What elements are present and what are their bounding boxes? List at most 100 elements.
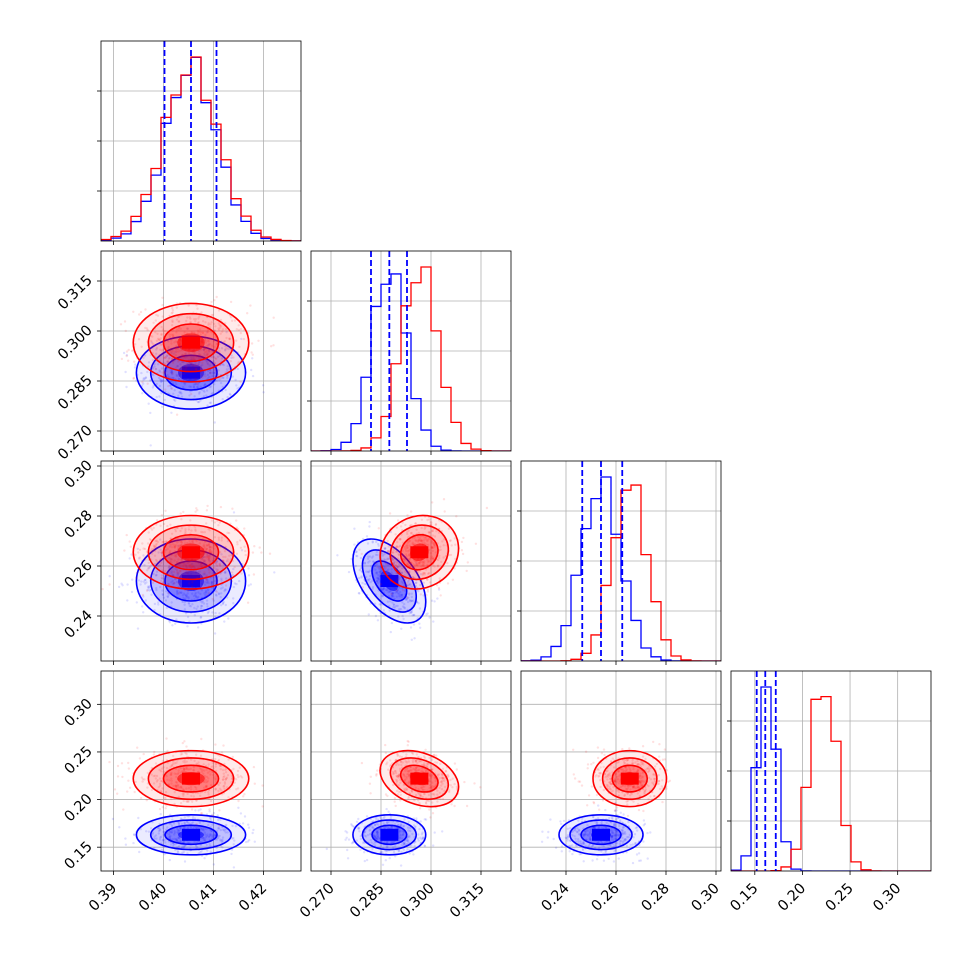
scatter-point (232, 567, 235, 571)
scatter-point (381, 554, 385, 557)
scatter-point (146, 542, 150, 545)
scatter-point (357, 817, 360, 821)
scatter-point (116, 792, 119, 795)
scatter-point (192, 331, 196, 334)
scatter-point (218, 592, 221, 596)
scatter-point (398, 565, 401, 568)
scatter-point (181, 353, 184, 357)
scatter-point (195, 304, 198, 307)
scatter-point (171, 320, 174, 324)
scatter-point (160, 332, 163, 336)
scatter-point (388, 609, 391, 612)
scatter-point (228, 554, 231, 557)
scatter-point (144, 558, 147, 561)
scatter-point (198, 328, 202, 331)
scatter-point (377, 527, 380, 530)
scatter-point (217, 538, 221, 541)
scatter-point (178, 391, 181, 394)
scatter-point (208, 552, 211, 555)
scatter-point (385, 807, 388, 811)
scatter-point (213, 566, 216, 570)
scatter-point (207, 588, 210, 591)
scatter-point (200, 604, 204, 608)
scatter-point (209, 385, 213, 388)
scatter-point (430, 599, 434, 602)
scatter-point (250, 368, 253, 372)
scatter-point (144, 599, 147, 602)
scatter-point (155, 346, 159, 350)
scatter-point (155, 588, 158, 592)
scatter-point (251, 831, 254, 835)
scatter-point (578, 853, 581, 856)
scatter-point (160, 378, 163, 381)
scatter-point (363, 851, 366, 854)
scatter-point (377, 565, 380, 569)
scatter-point (171, 333, 175, 336)
scatter-point (138, 850, 141, 854)
scatter-point (224, 349, 227, 352)
scatter-point (135, 576, 138, 580)
scatter-point (595, 858, 599, 861)
scatter-point (159, 378, 162, 381)
scatter-point (207, 344, 210, 347)
scatter-point (197, 595, 200, 599)
scatter-point (174, 551, 177, 555)
scatter-point (203, 571, 206, 574)
scatter-point (377, 578, 380, 581)
scatter-point (194, 529, 197, 532)
scatter-point (185, 595, 188, 599)
scatter-point (156, 332, 159, 335)
scatter-point (215, 560, 219, 563)
scatter-point (359, 848, 362, 851)
scatter-point (170, 312, 173, 315)
scatter-point (392, 592, 395, 595)
scatter-point (187, 596, 190, 599)
scatter-point (143, 582, 147, 585)
scatter-point (423, 541, 426, 544)
scatter-point (188, 582, 191, 585)
scatter-point (429, 816, 432, 819)
scatter-point (222, 547, 226, 550)
scatter-point (208, 545, 212, 549)
panel-frame (310, 250, 512, 452)
scatter-point (426, 558, 429, 562)
scatter-point (158, 564, 161, 567)
scatter-point (197, 560, 200, 564)
scatter-point (167, 591, 170, 595)
scatter-point (175, 331, 178, 334)
x-tick-label: 0.39 (86, 881, 120, 915)
scatter-point (173, 546, 176, 549)
scatter-point (199, 331, 202, 334)
scatter-point (380, 588, 384, 591)
scatter-point (154, 574, 158, 577)
scatter-point (164, 807, 167, 810)
scatter-point (250, 342, 254, 345)
scatter-point (408, 582, 411, 585)
scatter-point (161, 328, 165, 331)
scatter-point (224, 588, 227, 591)
scatter-point (406, 596, 409, 599)
scatter-point (179, 529, 182, 533)
scatter-point (170, 370, 174, 373)
scatter-point (436, 597, 439, 600)
y-tick-label: 0.24 (62, 608, 96, 642)
scatter-point (202, 331, 205, 335)
scatter-point (210, 321, 213, 324)
scatter-point (361, 586, 364, 589)
scatter-point (238, 579, 241, 583)
scatter-point (202, 560, 206, 563)
scatter-point (119, 323, 123, 326)
scatter-point (190, 362, 193, 365)
scatter-point (217, 536, 220, 539)
scatter-point (418, 807, 422, 810)
scatter-point (194, 528, 197, 531)
scatter-point (171, 309, 175, 312)
scatter-point (217, 592, 220, 595)
scatter-point (381, 595, 384, 598)
scatter-point (409, 610, 413, 613)
scatter-point (207, 554, 211, 558)
density-peak-1 (410, 772, 429, 785)
scatter-point (224, 348, 227, 351)
scatter-point (175, 350, 178, 353)
scatter-point (336, 554, 339, 557)
